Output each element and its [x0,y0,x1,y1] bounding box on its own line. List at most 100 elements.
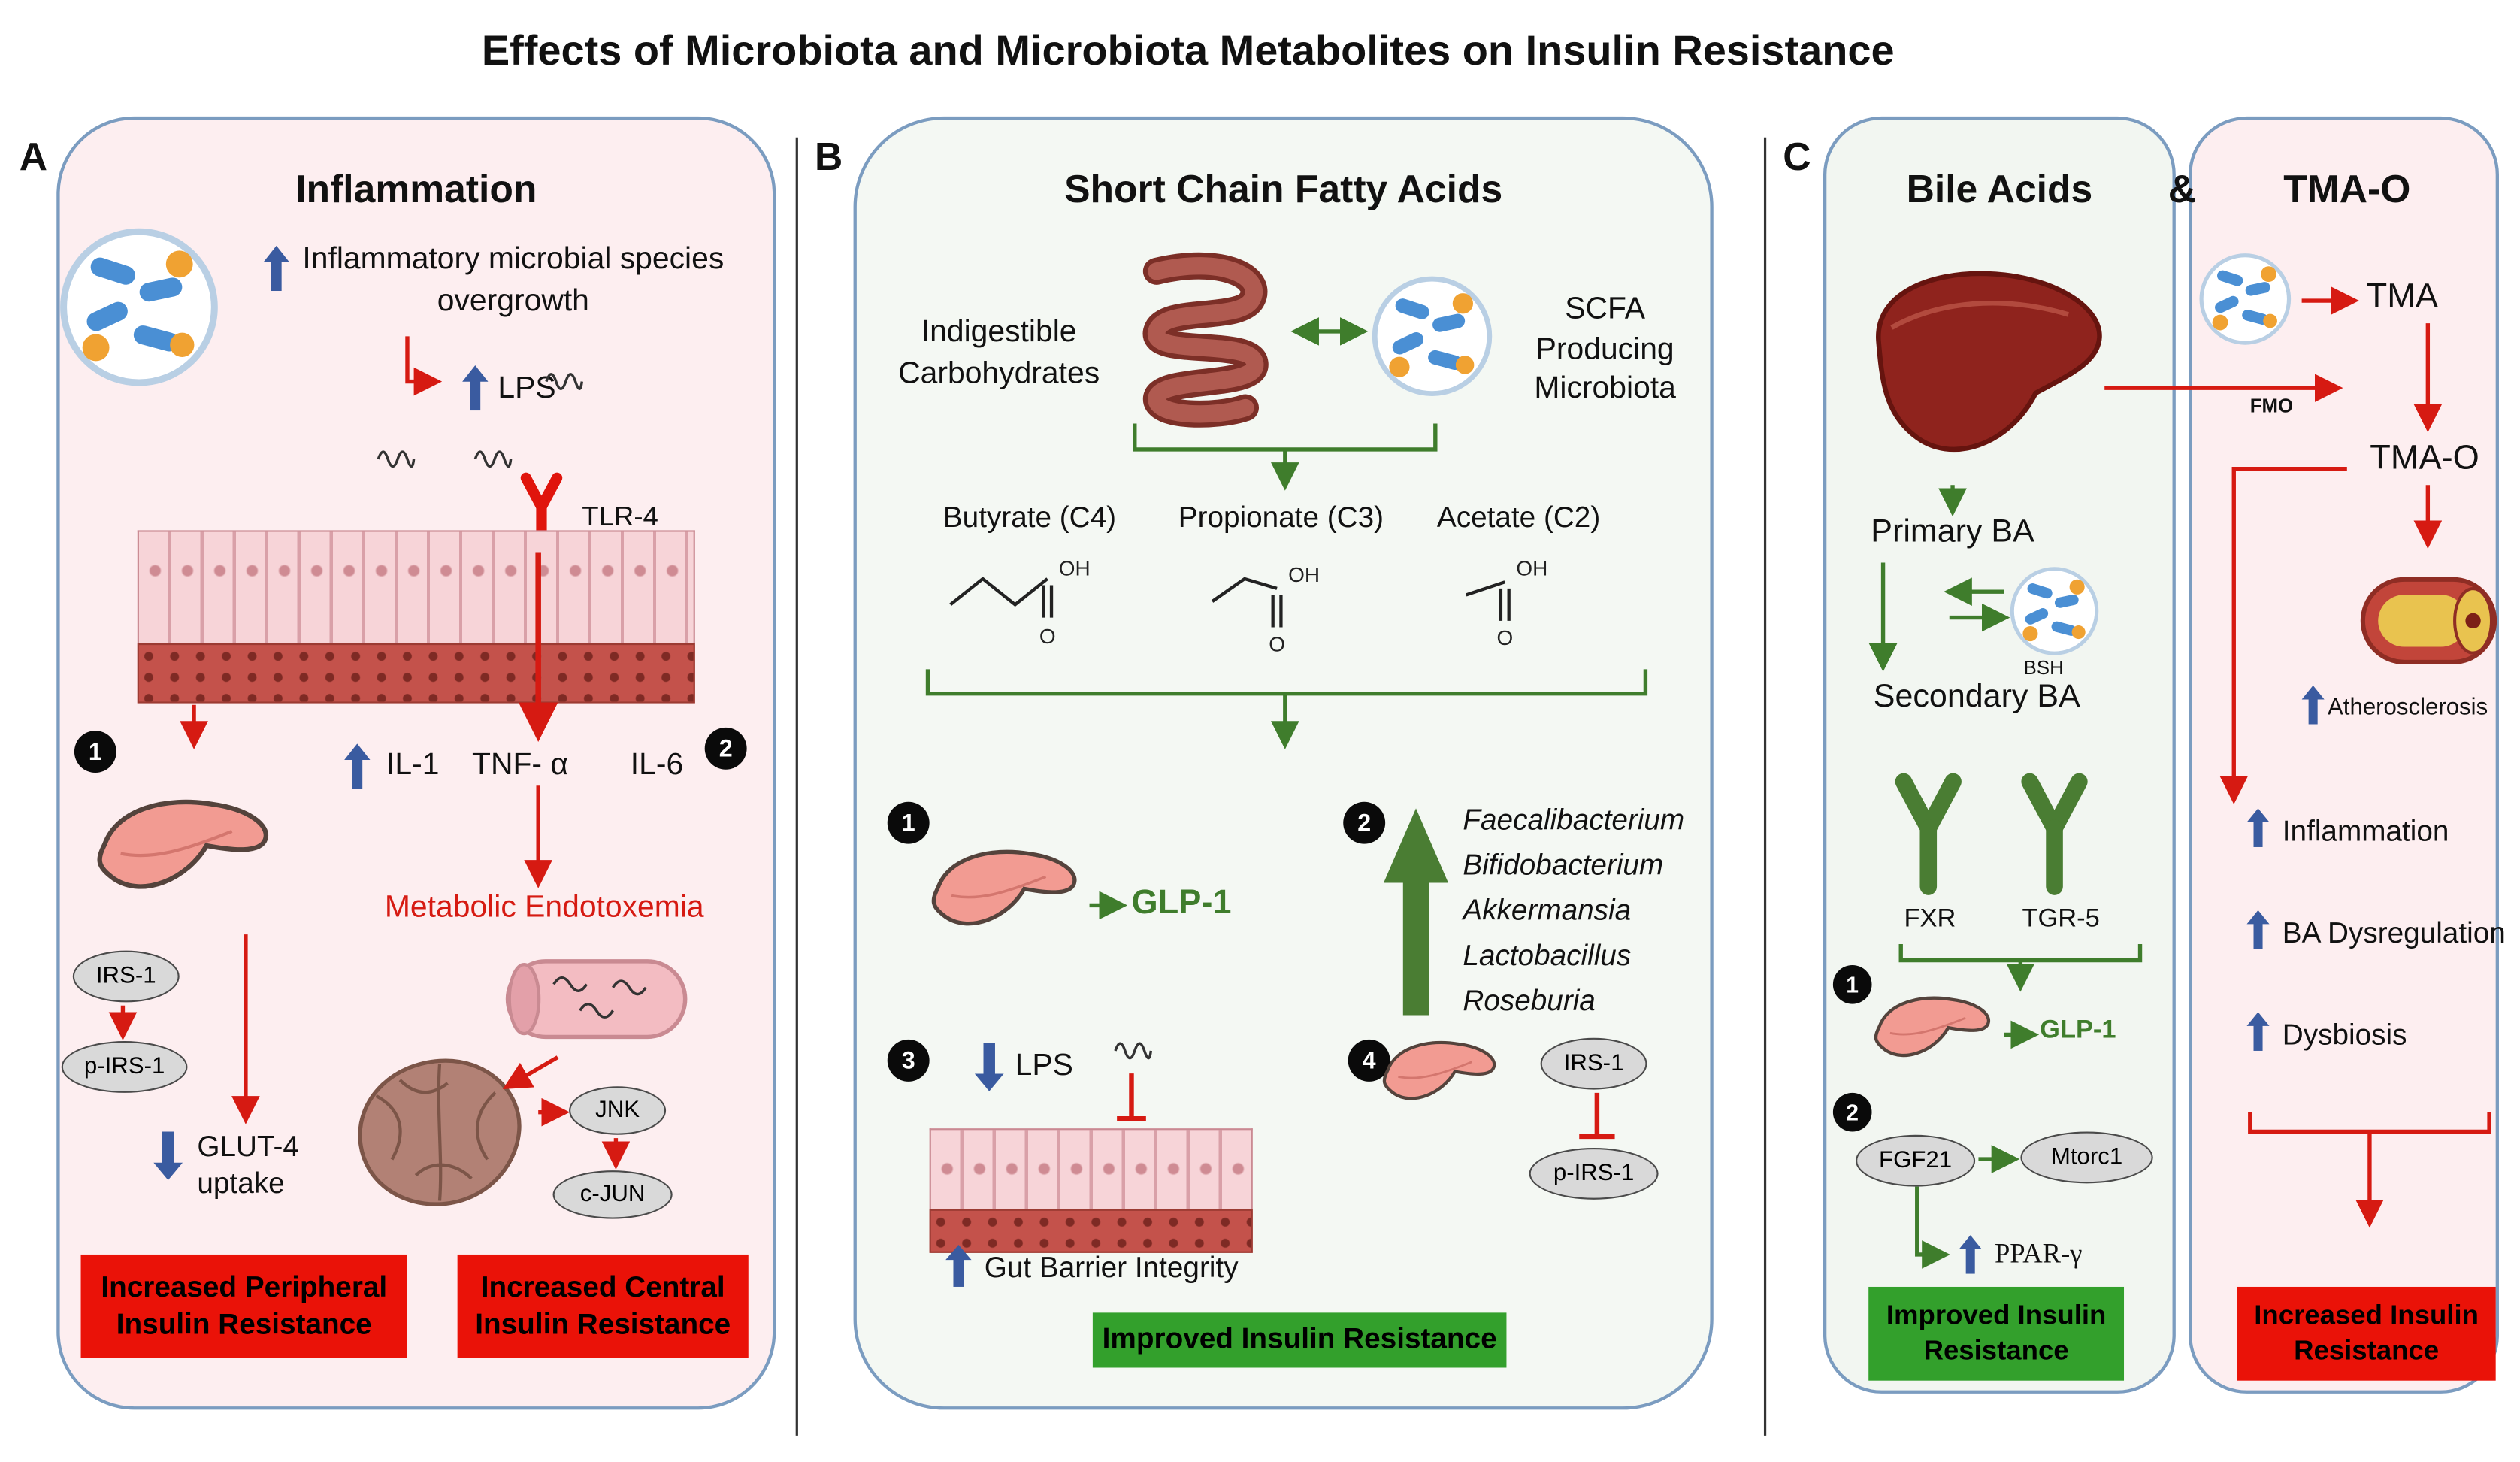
intestine-illustration [1112,246,1287,437]
butyrate-label: Butyrate (C4) [942,501,1117,534]
panel-b-label: B [814,135,843,180]
panel-c-label: C [1783,135,1811,180]
primary-ba-label: Primary BA [1871,513,2034,550]
panel-a-label: A [19,135,48,180]
panel-b-title: Short Chain Fatty Acids [1064,168,1503,212]
microbiota-icon [2009,566,2099,656]
pancreas-illustration [924,837,1086,954]
gut-epithelium-illustration [137,530,695,704]
fgf21-node: FGF21 [1856,1134,1976,1187]
page-title: Effects of Microbiota and Microbiota Met… [481,26,1895,74]
overgrowth-text: Inflammatory microbial species overgrowt… [302,242,725,318]
gut-barrier-label: Gut Barrier Integrity [984,1251,1239,1284]
outcome-peripheral-box: Increased Peripheral Insulin Resistance [80,1254,407,1358]
bile-acids-title: Bile Acids [1906,168,2093,212]
blood-vessel-illustration [498,947,694,1051]
microbiota-icon [2198,253,2292,347]
step-badge: 2 [1832,1092,1872,1132]
inflammation-label: Inflammation [2282,814,2449,847]
tma-label: TMA [2366,277,2438,316]
endotoxemia-label: Metabolic Endotoxemia [384,891,704,925]
bsh-label: BSH [2023,656,2064,680]
mtorc1-node: Mtorc1 [2020,1131,2153,1184]
tgr5-label: TGR-5 [2022,905,2100,933]
il6-label: IL-6 [630,748,684,782]
scfa-microbiota-label: SCFA Producing Microbiota [1534,292,1676,407]
lps-molecule-icon [1112,1038,1154,1061]
ppar-gamma-label: PPAR-γ [1994,1238,2083,1270]
ba-dysregulation-label: BA Dysregulation [2282,916,2506,949]
acetate-label: Acetate (C2) [1436,501,1601,534]
dysbiosis-label: Dysbiosis [2282,1018,2407,1051]
pancreas-illustration [1868,986,1998,1080]
fmo-label: FMO [2249,394,2294,417]
microbiota-icon [1371,275,1493,398]
butyrate-structure: OH O [949,557,1091,648]
fxr-receptor-icon [1895,770,1962,899]
p-irs1-node: p-IRS-1 [1529,1147,1659,1200]
o-label: O [1039,625,1056,648]
brain-illustration [344,1044,535,1218]
jnk-node: JNK [569,1086,667,1135]
bacteria-name: Roseburia [1463,984,1596,1017]
pancreas-illustration [89,785,280,922]
propionate-structure: OH O [1211,563,1320,656]
tmao-label: TMA-O [2370,439,2479,477]
outcome-improved-box: Improved Insulin Resistance [1868,1286,2125,1381]
glp1-label: GLP-1 [2040,1016,2116,1045]
ampersand: & [2168,168,2197,212]
step-badge: 4 [1348,1039,1390,1082]
bacteria-name: Faecalibacterium [1463,803,1685,836]
glp1-label: GLP-1 [1131,884,1232,922]
atherosclerosis-vessel-illustration [2357,549,2503,692]
o-label: O [1497,626,1514,649]
step-badge: 2 [704,727,747,770]
oh-label: OH [1288,563,1320,586]
liver-illustration [1856,256,2117,485]
tnf-alpha-label: TNF- α [472,748,569,782]
irs1-node: IRS-1 [72,950,180,1003]
outcome-increased-box: Increased Insulin Resistance [2237,1286,2496,1381]
gut-epithelium-illustration [929,1128,1253,1253]
bacteria-name: Akkermansia [1463,894,1632,927]
outcome-central-box: Increased Central Insulin Resistance [457,1254,749,1358]
epithelial-base [137,643,695,704]
propionate-label: Propionate (C3) [1178,501,1384,534]
outcome-improved-box: Improved Insulin Resistance [1092,1312,1507,1368]
step-badge: 2 [1343,801,1386,844]
tmao-title: TMA-O [2283,168,2411,212]
lps-label: LPS [498,371,556,406]
step-badge: 1 [1832,964,1872,1004]
step-badge: 1 [887,801,930,844]
acetate-structure: OH O [1466,557,1547,649]
lps-molecule-icon [472,446,514,469]
p-irs1-node: p-IRS-1 [61,1041,188,1093]
oh-label: OH [1516,557,1547,580]
oh-label: OH [1059,557,1091,580]
bacteria-name: Lactobacillus [1463,939,1632,972]
cjun-node: c-JUN [552,1170,673,1219]
step-badge: 3 [887,1039,930,1082]
secondary-ba-label: Secondary BA [1873,679,2080,715]
indigestible-carbs-label: Indigestible Carbohydrates [898,315,1100,391]
bacteria-name: Bifidobacterium [1463,849,1664,882]
panel-a-title: Inflammation [295,168,537,212]
epithelial-cells [929,1128,1253,1209]
fxr-label: FXR [1904,905,1956,933]
tlr4-label: TLR-4 [582,501,658,532]
lps-molecule-icon [375,446,417,469]
atherosclerosis-label: Atherosclerosis [2328,695,2488,722]
lps-label: LPS [1015,1049,1073,1083]
epithelial-cells [137,530,695,643]
pancreas-illustration [1377,1031,1503,1121]
bacteria-list: Faecalibacterium Bifidobacterium Akkerma… [1463,804,1729,1030]
step-badge: 1 [74,731,116,773]
irs1-node: IRS-1 [1540,1037,1647,1090]
glut4-label: GLUT-4 uptake [197,1130,299,1200]
tgr5-receptor-icon [2020,770,2088,899]
lps-molecule-icon [543,368,585,391]
il1-label: IL-1 [386,748,440,782]
epithelial-base [929,1209,1253,1253]
